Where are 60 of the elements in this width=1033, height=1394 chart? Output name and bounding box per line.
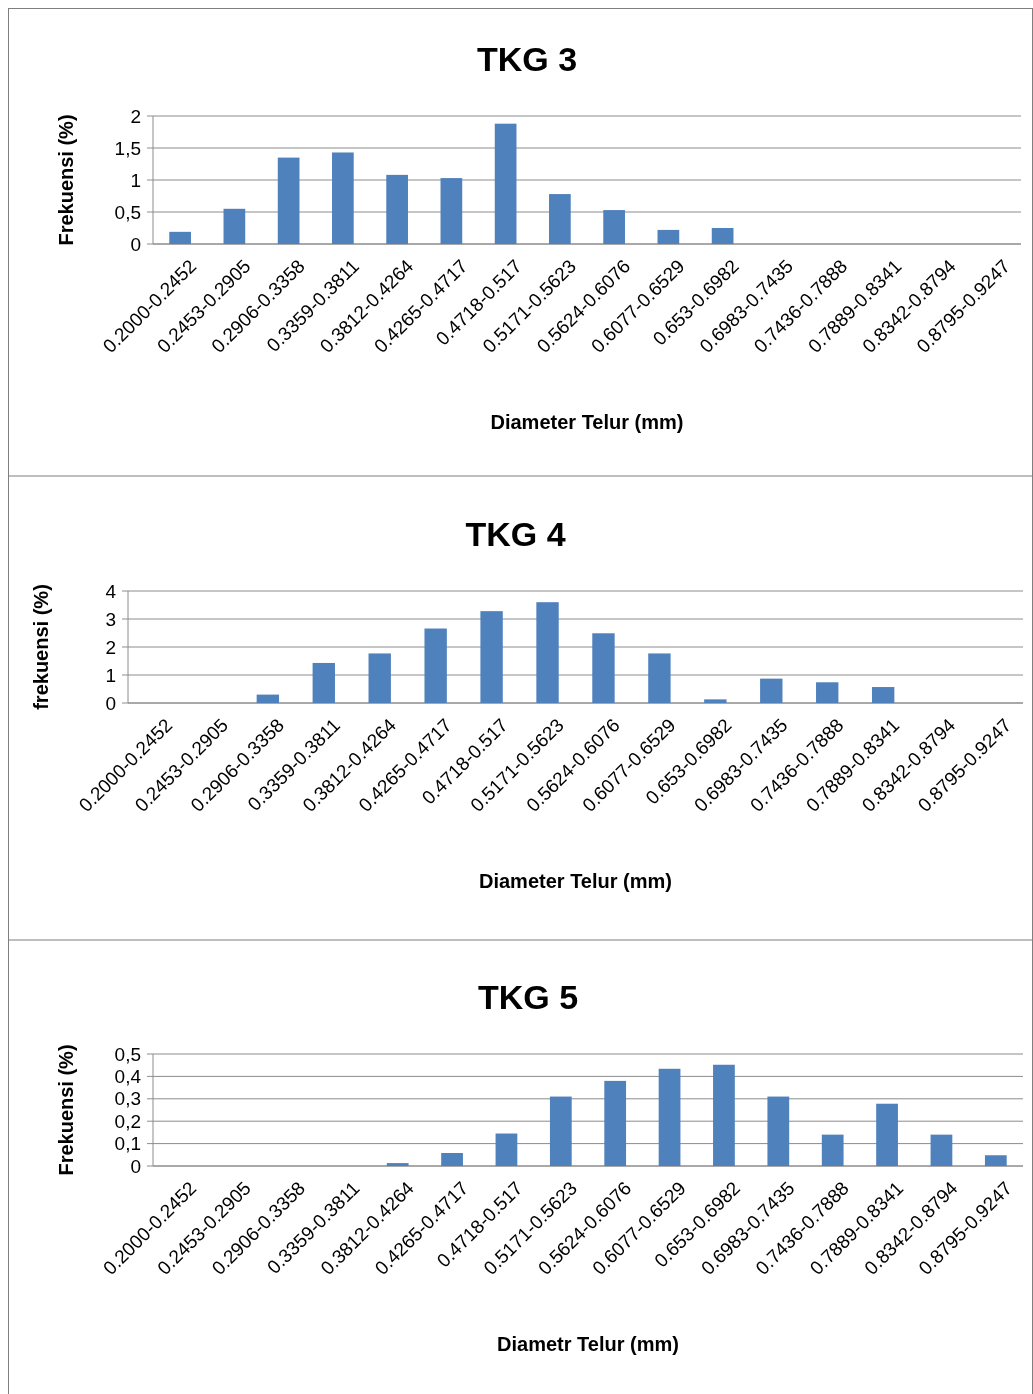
x-axis-title: Diameter Telur (mm) (490, 411, 684, 433)
y-axis-title: Frekuensi (%) (55, 114, 77, 246)
y-tick-label: 1 (105, 664, 116, 686)
x-axis-title: Diametr Telur (mm) (497, 1333, 679, 1355)
bar (549, 1096, 572, 1166)
bar (984, 1155, 1007, 1166)
bar (312, 662, 335, 703)
y-tick-label: 2 (105, 636, 116, 658)
bar (332, 152, 354, 244)
chart-title: TKG 4 (465, 515, 566, 553)
bar (821, 1134, 844, 1166)
y-axis-title: Frekuensi (%) (55, 1044, 77, 1176)
bar (648, 653, 671, 703)
bar (368, 653, 391, 703)
y-tick-label: 0 (130, 233, 141, 255)
bar (424, 628, 447, 703)
bar (930, 1134, 953, 1166)
bar (277, 157, 300, 244)
bar (494, 123, 517, 244)
bar (536, 602, 559, 703)
bar (592, 633, 615, 703)
y-tick-label: 2 (130, 105, 141, 127)
bar (223, 208, 246, 244)
bar (816, 682, 839, 703)
bar (386, 1163, 409, 1166)
bar (440, 178, 463, 244)
y-tick-label: 0 (130, 1155, 141, 1177)
bar (480, 611, 503, 703)
y-tick-label: 0,3 (114, 1088, 141, 1110)
bar (713, 1064, 735, 1166)
y-tick-label: 0,4 (114, 1066, 142, 1088)
bar (711, 228, 734, 244)
x-axis-title: Diameter Telur (mm) (478, 870, 673, 892)
chart-title: TKG 3 (476, 40, 578, 78)
bar (871, 687, 895, 703)
bar (169, 231, 191, 244)
y-tick-label: 4 (105, 580, 117, 602)
bar (767, 1096, 790, 1166)
chart-title: TKG 5 (477, 978, 579, 1016)
y-tick-label: 0 (105, 692, 116, 714)
bar (658, 1068, 681, 1166)
y-tick-label: 0,2 (114, 1110, 141, 1132)
bar (657, 229, 680, 244)
y-tick-label: 1,5 (114, 137, 141, 159)
bar (876, 1103, 898, 1166)
y-tick-label: 0,1 (114, 1133, 141, 1155)
bar (603, 210, 625, 244)
y-tick-label: 1 (130, 169, 141, 191)
y-tick-label: 0,5 (114, 1043, 141, 1065)
bar (704, 699, 727, 703)
bar (256, 694, 280, 703)
bar (441, 1153, 463, 1166)
bar (495, 1133, 518, 1166)
bar (760, 678, 783, 703)
bar (549, 194, 571, 244)
bar (386, 174, 408, 244)
y-tick-label: 3 (105, 608, 116, 630)
y-tick-label: 0,5 (114, 201, 141, 223)
bar (604, 1080, 627, 1166)
y-axis-title: frekuensi (%) (30, 584, 52, 710)
